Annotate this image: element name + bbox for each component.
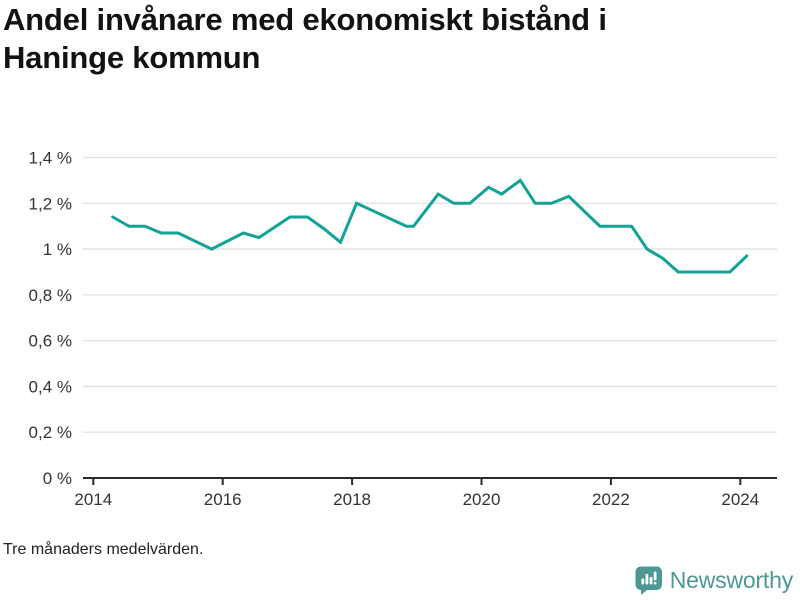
newsworthy-wordmark: Newsworthy: [669, 567, 793, 593]
y-axis-tick-label: 0 %: [43, 469, 72, 488]
newsworthy-logo: Newsworthy: [635, 565, 793, 596]
x-axis-tick-label: 2016: [204, 490, 242, 509]
y-axis-tick-label: 1 %: [43, 240, 72, 259]
x-axis-tick-label: 2014: [74, 490, 112, 509]
x-axis-tick-label: 2018: [333, 490, 371, 509]
x-axis-tick-label: 2020: [463, 490, 501, 509]
y-axis-tick-label: 1,2 %: [29, 194, 72, 213]
chart-title-line-2: Haninge kommun: [3, 40, 261, 75]
y-axis-tick-label: 0,4 %: [29, 377, 72, 396]
chart-title: Andel invånare med ekonomiskt bistånd i …: [3, 1, 723, 77]
data-line-Andel invånare med ekonomiskt bistånd: [111, 178, 749, 274]
x-axis-tick-label: 2024: [721, 490, 759, 509]
y-axis-tick-label: 0,6 %: [29, 332, 72, 351]
y-axis-tick-label: 1,4 %: [29, 149, 72, 168]
y-axis-tick-label: 0,8 %: [29, 286, 72, 305]
x-axis-tick-label: 2022: [592, 490, 630, 509]
newsworthy-speech-bubble-bar-chart-icon: [635, 566, 662, 595]
chart-title-line-1: Andel invånare med ekonomiskt bistånd i: [3, 2, 607, 37]
y-axis-tick-label: 0,2 %: [29, 423, 72, 442]
chart-footnote: Tre månaders medelvärden.: [3, 541, 204, 558]
